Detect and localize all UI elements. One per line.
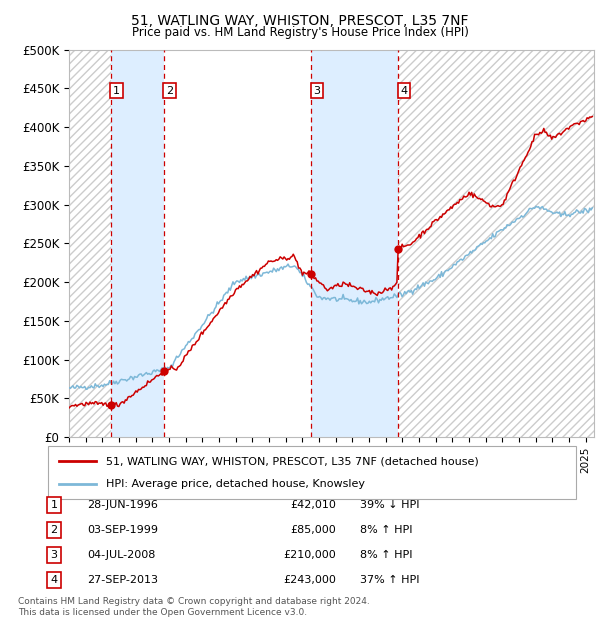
FancyBboxPatch shape xyxy=(48,446,576,499)
Text: £85,000: £85,000 xyxy=(290,525,336,535)
Text: 3: 3 xyxy=(50,550,58,560)
Text: £42,010: £42,010 xyxy=(290,500,336,510)
Text: £210,000: £210,000 xyxy=(283,550,336,560)
Text: 51, WATLING WAY, WHISTON, PRESCOT, L35 7NF (detached house): 51, WATLING WAY, WHISTON, PRESCOT, L35 7… xyxy=(106,456,479,466)
Text: 2: 2 xyxy=(50,525,58,535)
Text: Price paid vs. HM Land Registry's House Price Index (HPI): Price paid vs. HM Land Registry's House … xyxy=(131,26,469,39)
Text: 2: 2 xyxy=(166,86,173,95)
Text: 37% ↑ HPI: 37% ↑ HPI xyxy=(360,575,419,585)
Text: 3: 3 xyxy=(313,86,320,95)
Text: 28-JUN-1996: 28-JUN-1996 xyxy=(87,500,158,510)
Text: 4: 4 xyxy=(50,575,58,585)
Text: 8% ↑ HPI: 8% ↑ HPI xyxy=(360,550,413,560)
Bar xyxy=(110,50,164,437)
Text: 04-JUL-2008: 04-JUL-2008 xyxy=(87,550,155,560)
Text: £243,000: £243,000 xyxy=(283,575,336,585)
Bar xyxy=(311,50,398,437)
Text: 03-SEP-1999: 03-SEP-1999 xyxy=(87,525,158,535)
Text: 1: 1 xyxy=(50,500,58,510)
Text: HPI: Average price, detached house, Knowsley: HPI: Average price, detached house, Know… xyxy=(106,479,365,489)
Text: 4: 4 xyxy=(401,86,407,95)
Text: 51, WATLING WAY, WHISTON, PRESCOT, L35 7NF: 51, WATLING WAY, WHISTON, PRESCOT, L35 7… xyxy=(131,14,469,28)
Text: 39% ↓ HPI: 39% ↓ HPI xyxy=(360,500,419,510)
Text: Contains HM Land Registry data © Crown copyright and database right 2024.
This d: Contains HM Land Registry data © Crown c… xyxy=(18,598,370,617)
Text: 1: 1 xyxy=(113,86,120,95)
Text: 8% ↑ HPI: 8% ↑ HPI xyxy=(360,525,413,535)
Text: 27-SEP-2013: 27-SEP-2013 xyxy=(87,575,158,585)
